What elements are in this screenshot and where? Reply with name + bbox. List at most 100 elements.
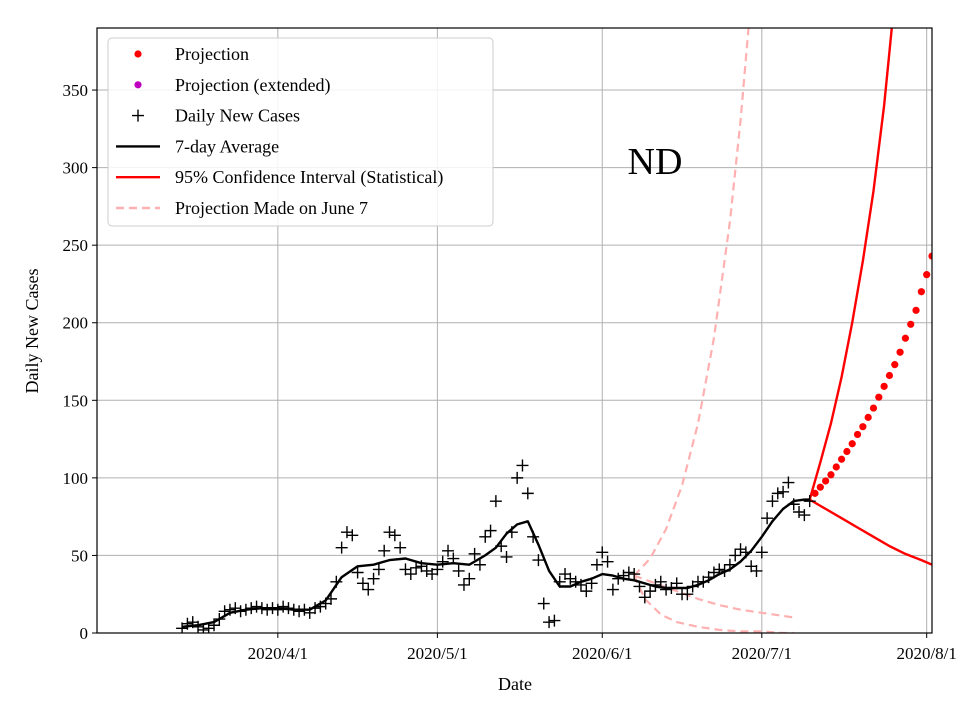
y-tick-label: 100 xyxy=(63,469,89,488)
data-point-daily-new-cases xyxy=(335,541,348,554)
y-tick-label: 300 xyxy=(63,159,89,178)
data-point-daily-new-cases xyxy=(309,602,322,615)
data-point-projection xyxy=(832,463,840,471)
data-point-daily-new-cases xyxy=(463,572,476,585)
data-point-daily-new-cases xyxy=(314,600,327,613)
data-point-daily-new-cases xyxy=(628,568,641,581)
data-point-daily-new-cases xyxy=(798,509,811,522)
data-point-projection xyxy=(896,348,904,356)
x-tick-label: 2020/7/1 xyxy=(732,644,792,663)
series-line-95-ci-upper xyxy=(808,28,893,500)
series-line-june-7-projection-mid xyxy=(633,574,794,619)
y-tick-label: 350 xyxy=(63,81,89,100)
data-point-daily-new-cases xyxy=(707,566,720,579)
data-point-projection xyxy=(875,393,883,401)
data-point-daily-new-cases xyxy=(585,577,598,590)
data-point-projection xyxy=(859,423,867,431)
data-point-daily-new-cases xyxy=(372,563,385,576)
data-point-projection xyxy=(901,334,910,342)
data-point-daily-new-cases xyxy=(511,471,524,484)
x-tick-label: 2020/4/1 xyxy=(248,644,308,663)
x-axis-label: Date xyxy=(498,674,532,694)
data-point-projection xyxy=(917,288,925,296)
data-point-daily-new-cases xyxy=(569,575,582,588)
data-point-daily-new-cases xyxy=(766,495,779,508)
data-point-daily-new-cases xyxy=(245,602,258,615)
data-point-daily-new-cases xyxy=(755,546,768,559)
data-point-projection xyxy=(811,489,819,497)
data-point-daily-new-cases xyxy=(612,572,625,585)
data-point-projection xyxy=(912,306,920,314)
data-point-daily-new-cases xyxy=(606,583,619,596)
data-point-daily-new-cases xyxy=(660,583,673,596)
data-point-daily-new-cases xyxy=(564,572,577,585)
x-tick-label: 2020/6/1 xyxy=(572,644,632,663)
data-point-projection xyxy=(907,320,915,328)
data-point-daily-new-cases xyxy=(553,575,566,588)
data-point-daily-new-cases xyxy=(537,597,550,610)
y-tick-label: 150 xyxy=(63,391,89,410)
series-line-june-7-projection-lower xyxy=(633,575,794,633)
legend-label-projection: Projection xyxy=(175,44,249,64)
data-point-daily-new-cases xyxy=(574,578,587,591)
data-point-daily-new-cases xyxy=(229,602,242,615)
data-point-daily-new-cases xyxy=(255,602,268,615)
data-point-daily-new-cases xyxy=(202,622,215,633)
data-point-daily-new-cases xyxy=(330,575,343,588)
y-tick-label: 200 xyxy=(63,314,89,333)
data-point-daily-new-cases xyxy=(452,564,465,577)
data-point-daily-new-cases xyxy=(378,544,391,557)
x-tick-label: 2020/5/1 xyxy=(407,644,467,663)
data-point-daily-new-cases xyxy=(489,495,502,508)
legend-label-95-confidence-interval-statistical: 95% Confidence Interval (Statistical) xyxy=(175,167,443,188)
legend-handle-daily-new-cases xyxy=(132,109,144,122)
chart-annotation: ND xyxy=(628,141,683,183)
data-point-daily-new-cases xyxy=(638,591,651,604)
data-point-daily-new-cases xyxy=(782,476,795,489)
data-point-daily-new-cases xyxy=(181,617,194,630)
legend-label-projection-extended: Projection (extended) xyxy=(175,75,330,96)
data-point-daily-new-cases xyxy=(442,544,455,557)
data-point-projection xyxy=(880,382,888,390)
data-point-daily-new-cases xyxy=(761,512,774,525)
data-point-projection xyxy=(827,471,835,479)
data-point-daily-new-cases xyxy=(548,614,561,627)
data-point-daily-new-cases xyxy=(431,563,444,576)
data-point-daily-new-cases xyxy=(340,526,353,539)
y-tick-label: 50 xyxy=(71,546,88,565)
data-point-daily-new-cases xyxy=(793,506,806,518)
data-point-daily-new-cases xyxy=(729,549,742,562)
data-point-daily-new-cases xyxy=(436,555,449,568)
data-point-projection xyxy=(822,477,830,485)
data-point-projection xyxy=(843,447,851,456)
data-point-daily-new-cases xyxy=(192,620,205,633)
data-point-daily-new-cases xyxy=(473,558,486,571)
data-point-daily-new-cases xyxy=(633,580,646,593)
data-point-daily-new-cases xyxy=(410,561,423,574)
data-point-daily-new-cases xyxy=(787,498,800,511)
data-point-daily-new-cases xyxy=(282,602,295,615)
data-point-daily-new-cases xyxy=(750,564,763,577)
data-point-daily-new-cases xyxy=(277,600,290,613)
legend: Projection Projection (extended) Daily New… xyxy=(107,37,494,227)
data-point-daily-new-cases xyxy=(644,585,657,598)
legend-handle-projection xyxy=(134,50,142,58)
data-point-projection xyxy=(928,252,932,260)
grid xyxy=(97,28,932,634)
data-point-projection xyxy=(837,455,846,463)
data-point-daily-new-cases xyxy=(500,550,513,563)
data-point-daily-new-cases xyxy=(479,530,492,543)
data-point-daily-new-cases xyxy=(223,603,236,616)
data-point-daily-new-cases xyxy=(388,529,401,542)
plot-frame xyxy=(96,27,933,634)
data-point-daily-new-cases xyxy=(266,602,279,615)
data-point-daily-new-cases xyxy=(601,555,614,568)
data-point-daily-new-cases xyxy=(383,526,396,539)
data-point-daily-new-cases xyxy=(532,554,545,567)
data-point-projection xyxy=(891,361,899,369)
data-point-daily-new-cases xyxy=(346,529,359,542)
data-point-daily-new-cases xyxy=(261,603,274,616)
series-layer xyxy=(176,28,932,633)
legend-box xyxy=(107,37,494,227)
data-point-daily-new-cases xyxy=(239,603,252,616)
